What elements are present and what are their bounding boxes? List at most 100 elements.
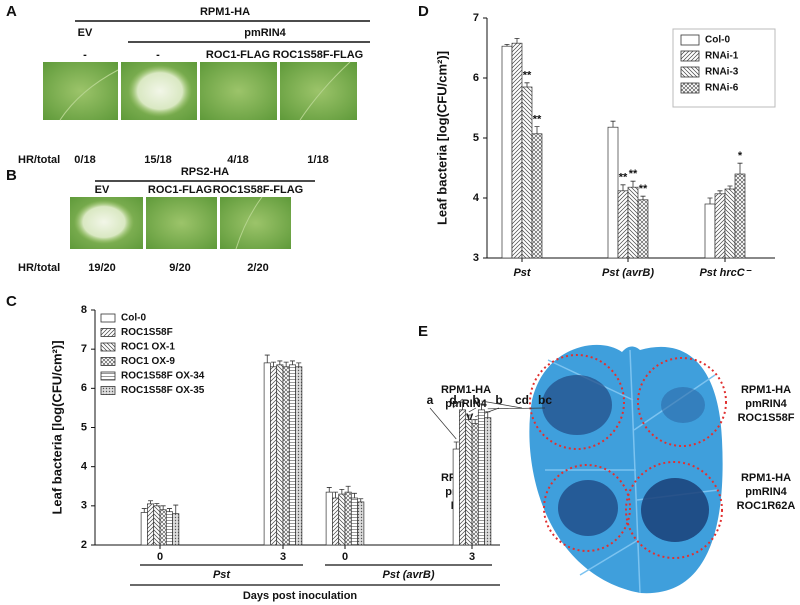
panel-label: A — [6, 3, 17, 20]
legend-swatch — [100, 313, 116, 323]
error-bar — [472, 419, 478, 424]
error-bar — [478, 403, 484, 410]
bar — [172, 513, 180, 546]
x-tick-label: 0 — [342, 551, 348, 563]
significance-label: ** — [629, 168, 638, 180]
bar — [350, 497, 358, 546]
y-axis-label: Leaf bacteria [log(CFU/cm²)] — [434, 51, 449, 225]
hr-lesion — [641, 478, 709, 542]
x-tick-label: 0 — [157, 551, 163, 563]
legend-label: RNAi-3 — [705, 67, 739, 78]
legend-label: ROC1S58F OX-35 — [121, 385, 205, 396]
treatment-label: ROC1-FLAG — [206, 49, 270, 61]
bar — [471, 423, 479, 546]
lesion — [128, 65, 192, 117]
sample-label: pmRIN4 — [445, 398, 487, 410]
x-tick-label: 3 — [469, 551, 475, 563]
error-bar — [154, 503, 160, 506]
sample-label: pmRIN4 — [745, 398, 787, 410]
infiltration-circle — [543, 464, 631, 552]
y-tick-label: 6 — [473, 72, 479, 84]
significance-label: bc — [538, 393, 552, 407]
y-tick-label: 7 — [473, 12, 479, 24]
legend-label: ROC1S58F OX-34 — [121, 371, 205, 382]
bar — [282, 366, 290, 546]
hr-count: 2/20 — [247, 262, 268, 274]
vein — [235, 196, 263, 250]
bar — [477, 409, 485, 546]
legend-swatch — [100, 371, 116, 381]
y-tick-label: 4 — [473, 192, 480, 204]
leaf-photo — [220, 197, 291, 249]
bar — [607, 126, 619, 259]
y-tick-label: 5 — [473, 132, 479, 144]
bar — [511, 42, 523, 259]
treatment-label: EV — [95, 184, 110, 196]
infiltration-circles — [529, 354, 727, 559]
hr-count: 9/20 — [169, 262, 190, 274]
y-tick-label: 8 — [81, 304, 87, 316]
bar — [459, 409, 467, 546]
y-tick-label: 3 — [473, 252, 479, 264]
label-leader — [468, 407, 477, 413]
bar — [501, 45, 513, 259]
error-bar — [466, 414, 472, 420]
x-tick-label: 3 — [280, 551, 286, 563]
x-axis-label: Days post inoculation — [243, 590, 358, 602]
bar — [338, 493, 346, 546]
sample-label: ROC1S58F — [738, 412, 795, 424]
label-leader — [487, 407, 546, 410]
sample-label: RPM1-HA — [741, 472, 791, 484]
significance-label: ** — [619, 172, 628, 184]
bar — [276, 364, 284, 546]
error-bar — [610, 120, 616, 128]
infiltration-circle — [529, 354, 625, 450]
construct-header: RPS2-HA — [181, 166, 229, 178]
bar — [288, 364, 296, 546]
bar — [531, 133, 543, 259]
bar — [521, 86, 533, 259]
bar — [724, 188, 736, 259]
error-bar — [289, 360, 295, 365]
significance-label: cd — [515, 393, 529, 407]
group-label: EV — [78, 27, 93, 39]
row-label: HR/total — [18, 262, 60, 274]
error-bar — [620, 184, 626, 191]
bar — [153, 505, 161, 546]
error-bar — [296, 362, 302, 367]
y-tick-label: 7 — [81, 343, 87, 355]
error-bar — [453, 441, 459, 450]
bar — [344, 491, 352, 546]
hr-count: 19/20 — [88, 262, 116, 274]
bar — [165, 511, 173, 546]
panel-label: E — [418, 323, 428, 340]
error-bar — [339, 488, 345, 495]
bar — [325, 491, 333, 546]
x-tick-label: Pst hrcC⁻ — [699, 267, 751, 279]
treatment-label: ROC1S58F-FLAG — [213, 184, 303, 196]
error-bar — [160, 505, 166, 510]
y-tick-label: 4 — [81, 461, 88, 473]
label-leader — [481, 400, 523, 409]
treatment-label: ROC1-FLAG — [148, 184, 212, 196]
sample-label: pmRIN4 — [745, 486, 787, 498]
error-bar — [504, 44, 510, 47]
error-bar — [166, 508, 172, 512]
hr-lesion — [558, 480, 618, 536]
legend-label: ROC1 OX-1 — [121, 342, 175, 353]
treatment-label: - — [156, 49, 160, 61]
legend-label: Col-0 — [705, 35, 730, 46]
error-bar — [707, 197, 713, 204]
label-leader — [429, 407, 457, 440]
bar — [357, 501, 365, 546]
error-bar — [358, 498, 364, 502]
significance-label: a — [427, 393, 434, 407]
y-tick-label: 5 — [81, 421, 87, 433]
bar — [159, 509, 167, 546]
error-bar — [514, 38, 520, 44]
legend-swatch — [100, 328, 116, 337]
bar — [465, 419, 473, 546]
bar — [484, 417, 492, 546]
infiltration-circle — [637, 357, 727, 447]
